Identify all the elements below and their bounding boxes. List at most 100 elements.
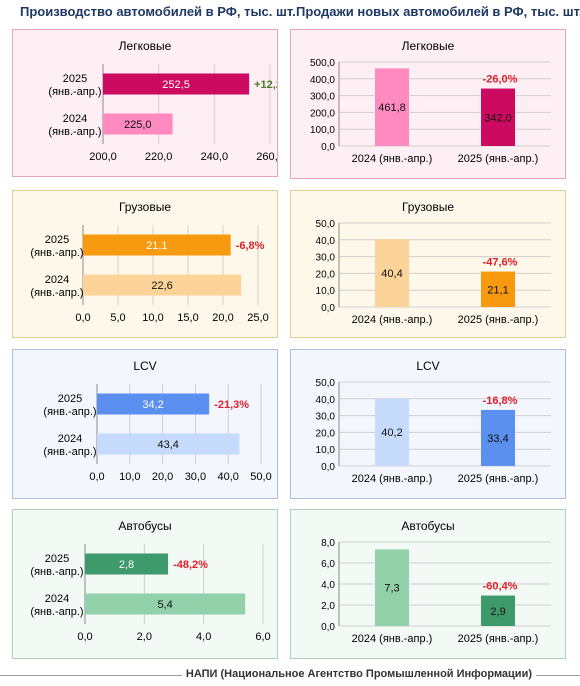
data-label: 252,5 xyxy=(162,79,190,91)
change-label: -6,8% xyxy=(236,240,265,252)
y-tick-label: 0,0 xyxy=(321,462,335,473)
chart-title: Автобусы xyxy=(118,519,171,533)
category-label: 2024 (янв.-апр.) xyxy=(48,113,101,138)
production-lcv-panel: LCV 34,2 2025 (янв.-апр.) -21,3% 43,4 2024 (янв… xyxy=(12,349,278,499)
x-tick-label: 0,0 xyxy=(89,471,104,483)
bar-2024 xyxy=(375,239,409,307)
x-tick-label: 20,0 xyxy=(212,312,233,324)
x-tick-label: 50,0 xyxy=(250,471,271,483)
x-tick-label: 220,0 xyxy=(145,151,173,163)
category-label: 2025 (янв.-апр.) xyxy=(458,633,539,645)
x-tick-label: 6,0 xyxy=(255,631,270,643)
category-label: 2024 (янв.-апр.) xyxy=(352,314,433,326)
data-label: 22,6 xyxy=(151,280,172,292)
data-label: 7,3 xyxy=(384,583,399,595)
y-tick-label: 10,0 xyxy=(316,445,336,456)
data-label: 342,0 xyxy=(484,112,512,124)
bar-2025 xyxy=(481,271,515,307)
x-tick-label: 5,0 xyxy=(110,312,125,324)
x-tick-label: 0,0 xyxy=(75,312,90,324)
bar-2024 xyxy=(103,113,173,135)
bar-2025 xyxy=(85,553,169,575)
x-tick-label: 10,0 xyxy=(119,471,140,483)
y-tick-label: 20,0 xyxy=(316,269,336,280)
y-tick-label: 40,0 xyxy=(316,236,336,247)
category-label: 2025 (янв.-апр.) xyxy=(458,314,539,326)
sales-lcv-chart: LCV 0,0 10,0 20,0 30,0 40,0 50,0 40,2 2024 (янв.… xyxy=(316,359,551,485)
sales-trucks-panel: Грузовые 0,0 10,0 20,0 30,0 40,0 50,0 40,4 2024 … xyxy=(290,190,566,338)
production-passenger-chart: Легковые 252,5 2025(янв.-апр.) +12,2% 225,0 2… xyxy=(48,39,277,163)
sales-trucks-chart: Грузовые 0,0 10,0 20,0 30,0 40,0 50,0 40,4 2024 … xyxy=(316,200,551,326)
change-label: +12,2% xyxy=(254,79,277,91)
sales-passenger-chart: Легковые 0,0 100,0 200,0 300,0 400,0 500,0 461,… xyxy=(310,39,551,165)
data-label: 5,4 xyxy=(157,599,172,611)
y-tick-label: 100,0 xyxy=(310,125,335,136)
x-tick-label: 2,0 xyxy=(137,631,152,643)
x-tick-label: 200,0 xyxy=(89,151,117,163)
x-tick-label: 260,0 xyxy=(256,151,277,163)
bar-2025 xyxy=(97,393,210,415)
footer: НАПИ (Национальное Агентство Промышленно… xyxy=(0,666,580,686)
y-tick-label: 500,0 xyxy=(310,58,335,69)
sales-buses-chart: Автобусы 0,0 2,0 4,0 6,0 8,0 7,3 2024 (янв.-апр… xyxy=(321,519,551,645)
y-tick-label: 300,0 xyxy=(310,92,335,103)
bar-2024 xyxy=(85,593,246,615)
production-buses-panel: Автобусы 2,8 2025 (янв.-апр.) -48,2% 5,4 2024(… xyxy=(12,509,278,659)
data-label: 40,4 xyxy=(381,268,402,280)
y-tick-label: 10,0 xyxy=(316,286,336,297)
chart-title: Легковые xyxy=(119,39,172,53)
data-label: 2,9 xyxy=(490,606,505,618)
change-label: -21,3% xyxy=(214,399,249,411)
chart-title: Легковые xyxy=(402,39,455,53)
category-label: 2025 (янв.-апр.) xyxy=(30,234,83,259)
chart-title: Грузовые xyxy=(119,200,171,214)
production-passenger-panel: Легковые 252,5 2025(янв.-апр.) +12,2% 225,0 2… xyxy=(12,29,278,177)
y-tick-label: 0,0 xyxy=(321,622,335,633)
change-label: -47,6% xyxy=(483,257,518,269)
y-tick-label: 30,0 xyxy=(316,253,336,264)
category-label: 2025 (янв.-апр.) xyxy=(458,153,539,165)
chart-title: Автобусы xyxy=(401,519,454,533)
category-label: 2025 (янв.-апр.) xyxy=(48,73,101,98)
sales-buses-panel: Автобусы 0,0 2,0 4,0 6,0 8,0 7,3 2024 (янв.-апр… xyxy=(290,509,566,659)
data-label: 40,2 xyxy=(381,427,402,439)
chart-title: LCV xyxy=(416,359,439,373)
x-tick-label: 10,0 xyxy=(142,312,163,324)
change-label: -48,2% xyxy=(173,559,208,571)
sales-lcv-panel: LCV 0,0 10,0 20,0 30,0 40,0 50,0 40,2 2024 (янв.… xyxy=(290,349,566,499)
change-label: -26,0% xyxy=(483,74,518,86)
x-tick-label: 0,0 xyxy=(77,631,92,643)
footer-source: НАПИ (Национальное Агентство Промышленно… xyxy=(181,668,536,680)
category-label: 2024 (янв.-апр.) xyxy=(352,473,433,485)
y-tick-label: 0,0 xyxy=(321,303,335,314)
bar-2025 xyxy=(481,595,515,626)
y-tick-label: 50,0 xyxy=(316,219,336,230)
category-label: 2025 (янв.-апр.) xyxy=(43,393,96,418)
category-label: 2025 (янв.-апр.) xyxy=(458,473,539,485)
data-label: 461,8 xyxy=(378,102,406,114)
category-label: 2024 (янв.-апр.) xyxy=(30,274,83,299)
y-tick-label: 30,0 xyxy=(316,412,336,423)
chart-title: LCV xyxy=(133,359,156,373)
bar-2024 xyxy=(97,433,240,455)
x-tick-label: 240,0 xyxy=(201,151,229,163)
bar-2024 xyxy=(375,549,409,626)
bar-2024 xyxy=(375,68,409,146)
bar-2025 xyxy=(83,234,231,256)
data-label: 43,4 xyxy=(157,439,178,451)
y-tick-label: 200,0 xyxy=(310,108,335,119)
x-tick-label: 20,0 xyxy=(152,471,173,483)
y-tick-label: 20,0 xyxy=(316,428,336,439)
x-tick-label: 4,0 xyxy=(196,631,211,643)
bar-2024 xyxy=(83,274,242,296)
bar-2025 xyxy=(103,73,250,95)
change-label: -16,8% xyxy=(483,395,518,407)
y-tick-label: 6,0 xyxy=(321,559,335,570)
bar-2025 xyxy=(481,88,515,146)
sales-header: Продажи новых автомобилей в РФ, тыс. шт. xyxy=(296,4,580,19)
category-label: 2024 (янв.-апр.) xyxy=(352,153,433,165)
production-lcv-chart: LCV 34,2 2025 (янв.-апр.) -21,3% 43,4 2024 (янв… xyxy=(43,359,271,483)
production-header: Производство автомобилей в РФ, тыс. шт. xyxy=(20,4,296,19)
category-label: 2024 (янв.-апр.) xyxy=(352,633,433,645)
production-trucks-panel: Грузовые 21,1 2025 (янв.-апр.) -6,8% 22,6 2024… xyxy=(12,190,278,338)
